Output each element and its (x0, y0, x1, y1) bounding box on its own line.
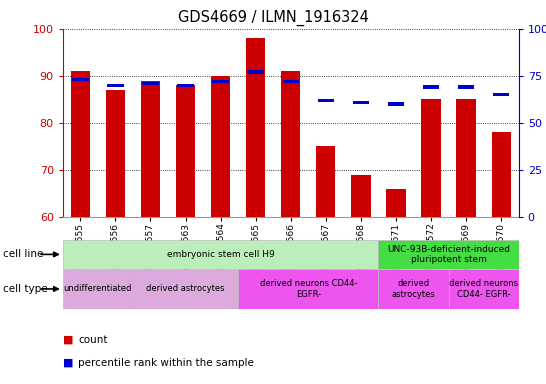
Text: derived neurons
CD44- EGFR-: derived neurons CD44- EGFR- (449, 279, 518, 299)
Bar (387, 189, 406, 217)
Bar (72, 78, 88, 81)
Text: derived astrocytes: derived astrocytes (146, 285, 225, 293)
Text: derived
astrocytes: derived astrocytes (391, 279, 435, 299)
Text: embryonic stem cell H9: embryonic stem cell H9 (167, 250, 275, 259)
Text: ■: ■ (63, 335, 73, 345)
Text: UNC-93B-deficient-induced
pluripotent stem: UNC-93B-deficient-induced pluripotent st… (387, 245, 510, 264)
Bar (63, 240, 378, 269)
Bar (143, 82, 159, 85)
Text: cell type: cell type (3, 284, 48, 294)
Bar (378, 240, 519, 269)
Bar (318, 99, 334, 102)
Bar (423, 86, 439, 89)
Bar (351, 175, 371, 217)
Bar (133, 269, 238, 309)
Bar (281, 71, 300, 217)
Text: GDS4669 / ILMN_1916324: GDS4669 / ILMN_1916324 (177, 10, 369, 26)
Bar (316, 146, 335, 217)
Bar (282, 80, 299, 83)
Text: ■: ■ (63, 358, 73, 368)
Bar (246, 38, 265, 217)
Bar (456, 99, 476, 217)
Bar (70, 71, 90, 217)
Text: cell line: cell line (3, 249, 43, 260)
Bar (422, 99, 441, 217)
Bar (177, 84, 194, 87)
Text: derived neurons CD44-
EGFR-: derived neurons CD44- EGFR- (259, 279, 357, 299)
Bar (212, 80, 229, 83)
Text: percentile rank within the sample: percentile rank within the sample (78, 358, 254, 368)
Bar (238, 269, 378, 309)
Text: count: count (78, 335, 108, 345)
Bar (378, 269, 449, 309)
Bar (493, 93, 509, 96)
Bar (491, 132, 511, 217)
Bar (107, 84, 123, 87)
Bar (449, 269, 519, 309)
Bar (63, 269, 133, 309)
Bar (353, 101, 369, 104)
Bar (458, 86, 474, 89)
Bar (176, 85, 195, 217)
Bar (388, 103, 404, 106)
Bar (211, 76, 230, 217)
Bar (106, 90, 125, 217)
Bar (141, 81, 160, 217)
Text: undifferentiated: undifferentiated (64, 285, 132, 293)
Bar (247, 70, 264, 74)
